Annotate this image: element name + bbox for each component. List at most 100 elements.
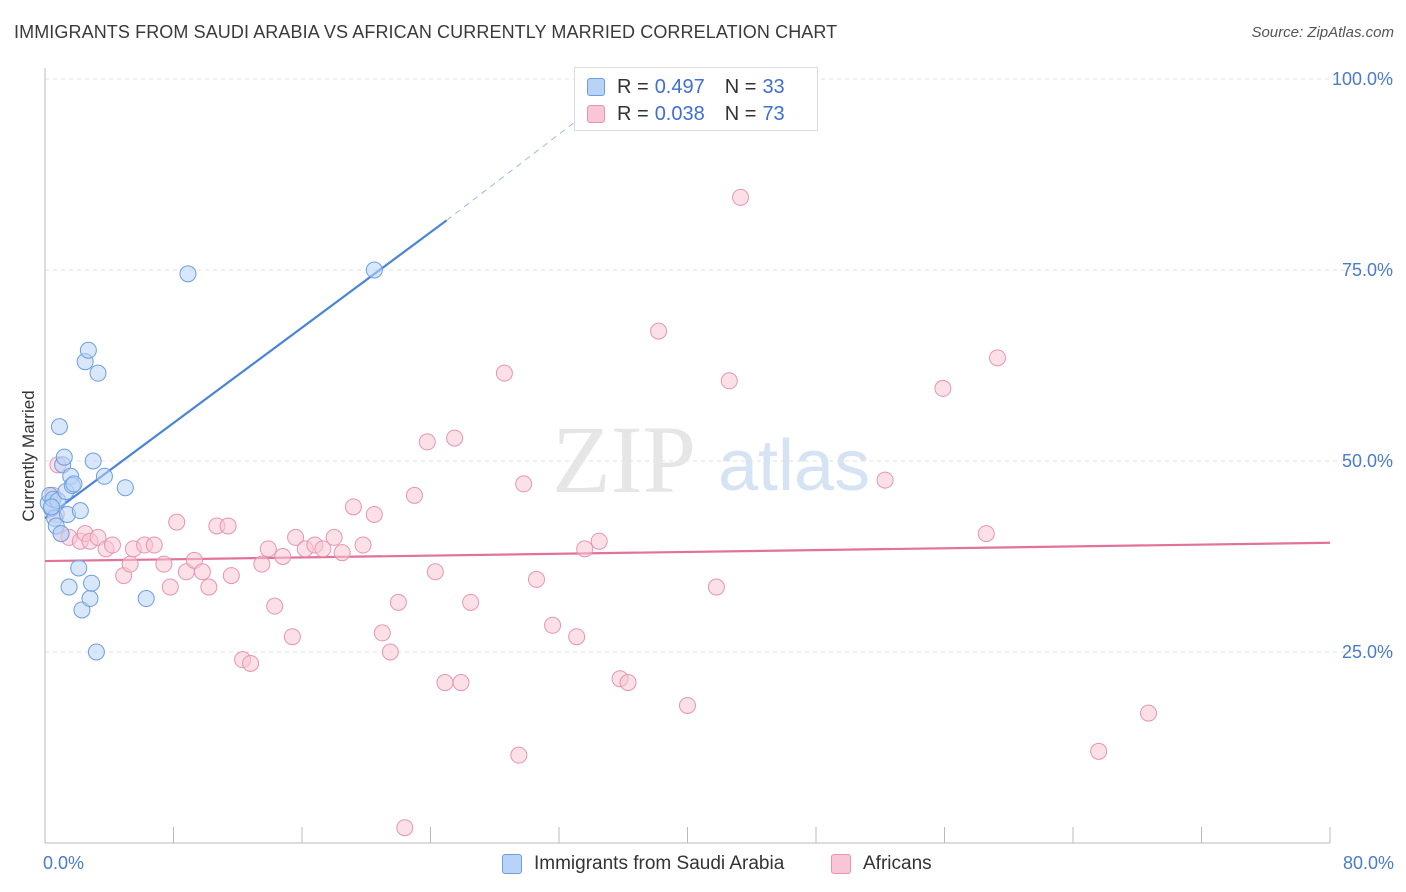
legend-n-value: 73 (762, 102, 785, 125)
legend-r-label: R = (617, 102, 649, 125)
data-point-africans (679, 696, 696, 714)
gridlines (45, 78, 1393, 653)
legend-r-value: 0.497 (654, 75, 705, 98)
data-point-africans (977, 525, 995, 543)
axes (44, 68, 1331, 844)
data-point-africans (619, 674, 637, 692)
bottom-legend-swatch-blue (502, 854, 522, 874)
data-point-africans (732, 188, 750, 206)
data-point-africans (544, 616, 562, 634)
data-point-saudi-arabia (50, 418, 68, 436)
y-tick-label: 75.0% (1342, 260, 1393, 280)
y-tick-label: 100.0% (1332, 69, 1393, 89)
data-point-saudi-arabia (83, 574, 101, 592)
legend-swatch-pink (587, 105, 605, 123)
data-point-africans (259, 540, 277, 558)
points-series-2 (44, 188, 1157, 837)
data-point-africans (707, 578, 725, 596)
data-point-africans (354, 536, 372, 554)
bottom-legend-label-1: Immigrants from Saudi Arabia (534, 853, 785, 874)
legend-swatch-blue (587, 78, 605, 96)
data-point-saudi-arabia (71, 502, 89, 520)
data-point-africans (287, 528, 305, 546)
data-point-africans (389, 593, 407, 611)
data-point-africans (436, 674, 454, 692)
chart-title: IMMIGRANTS FROM SAUDI ARABIA VS AFRICAN … (14, 22, 838, 42)
data-point-africans (161, 578, 179, 596)
data-point-africans (253, 555, 271, 573)
data-point-africans (103, 536, 121, 554)
bottom-legend-item-2: Africans (831, 852, 932, 876)
data-point-africans (333, 544, 351, 562)
data-point-africans (510, 746, 528, 764)
data-point-africans (462, 593, 480, 611)
legend-row-series-2: R = 0.038 N = 73 (587, 102, 785, 126)
data-point-africans (314, 540, 332, 558)
data-point-saudi-arabia (65, 475, 83, 493)
y-tick-label: 25.0% (1342, 642, 1393, 662)
watermark: ZIP atlas (552, 406, 870, 513)
legend-n-label: N = (724, 75, 757, 98)
data-point-saudi-arabia (95, 467, 113, 485)
data-point-africans (242, 654, 260, 672)
bottom-legend-label-2: Africans (863, 853, 932, 874)
y-axis-label: Currently Married (19, 390, 38, 521)
data-point-africans (426, 563, 444, 581)
data-point-africans (222, 567, 240, 585)
bottom-legend-swatch-pink (831, 854, 851, 874)
data-point-africans (418, 433, 436, 451)
data-point-saudi-arabia (42, 498, 60, 516)
data-point-africans (650, 322, 668, 340)
data-point-africans (495, 364, 513, 382)
data-point-africans (219, 517, 237, 535)
x-tick-label-min: 0.0% (43, 853, 84, 873)
data-point-saudi-arabia (116, 479, 134, 497)
data-point-africans (365, 505, 383, 523)
legend-row-series-1: R = 0.497 N = 33 (587, 75, 785, 99)
correlation-legend: R = 0.497 N = 33 R = 0.038 N = 73 (574, 67, 818, 131)
data-point-africans (528, 570, 546, 588)
trend-line-series-2 (44, 541, 1331, 563)
data-point-africans (568, 628, 586, 646)
data-point-saudi-arabia (137, 590, 155, 608)
data-point-saudi-arabia (52, 525, 70, 543)
data-point-africans (193, 563, 211, 581)
data-point-africans (381, 643, 399, 661)
data-point-africans (396, 819, 414, 837)
legend-n-value: 33 (762, 75, 785, 98)
data-point-africans (590, 532, 608, 550)
data-point-saudi-arabia (179, 265, 197, 283)
data-point-africans (283, 628, 301, 646)
data-point-saudi-arabia (365, 261, 383, 279)
legend-r-value: 0.038 (654, 102, 705, 125)
data-point-africans (200, 578, 218, 596)
data-point-saudi-arabia (55, 448, 73, 466)
data-point-africans (168, 513, 186, 531)
data-point-africans (446, 429, 464, 447)
data-point-africans (405, 486, 423, 504)
y-tick-labels: 25.0% 50.0% 75.0% 100.0% (1332, 69, 1393, 662)
data-point-africans (876, 471, 894, 489)
data-point-africans (989, 349, 1007, 367)
data-point-africans (576, 540, 594, 558)
data-point-africans (145, 536, 163, 554)
source-label: Source: ZipAtlas.com (1251, 24, 1394, 41)
data-point-africans (155, 555, 173, 573)
data-point-africans (266, 597, 284, 615)
bottom-legend-item-1: Immigrants from Saudi Arabia (502, 852, 784, 876)
data-point-africans (373, 624, 391, 642)
data-point-africans (720, 372, 738, 390)
data-point-saudi-arabia (87, 643, 105, 661)
data-point-saudi-arabia (89, 364, 107, 382)
legend-r-label: R = (617, 75, 649, 98)
data-point-africans (934, 379, 952, 397)
x-tick-label-max: 80.0% (1343, 853, 1394, 873)
data-point-saudi-arabia (70, 559, 88, 577)
data-point-saudi-arabia (81, 590, 99, 608)
data-point-africans (1139, 704, 1157, 722)
y-tick-label: 50.0% (1342, 451, 1393, 471)
data-point-africans (325, 528, 343, 546)
watermark-atlas: atlas (718, 426, 870, 506)
data-point-saudi-arabia (84, 452, 102, 470)
